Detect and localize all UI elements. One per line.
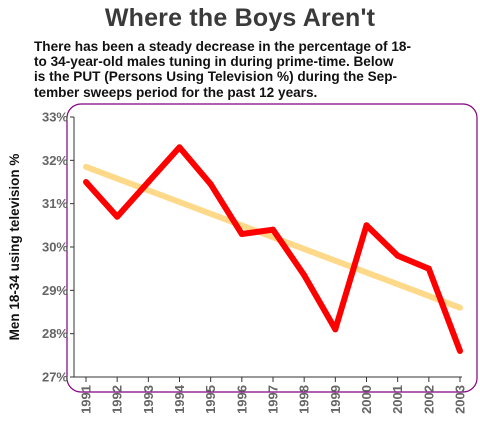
y-tick-label: 30% [42,240,68,255]
x-tick-label: 2001 [390,385,405,414]
y-tick-label: 29% [42,283,68,298]
x-tick-label: 1999 [328,385,343,414]
x-tick-label: 2003 [453,385,468,414]
y-tick-label: 32% [42,153,68,168]
x-tick-label: 1991 [79,385,94,414]
data-point [425,265,432,272]
x-tick-label: 1994 [172,384,187,414]
subtitle-line: to 34-year-old males tuning in during pr… [34,54,394,70]
y-tick-label: 28% [42,326,68,341]
x-tick-label: 1992 [110,385,125,414]
subtitle-line: There has been a steady decrease in the … [34,39,412,54]
chart-marks [83,144,463,354]
plot-frame [66,103,478,393]
x-tick-label: 1997 [266,385,281,414]
data-point [207,181,214,188]
subtitle-line: is the PUT (Persons Using Television %) … [34,69,398,85]
data-point [238,231,245,237]
data-point [394,252,401,259]
trend-line [83,163,463,311]
data-point [176,144,183,151]
y-tick-label: 27% [42,370,68,385]
x-tick-label: 2000 [359,385,374,414]
x-tick-label: 2002 [421,385,436,414]
x-tick-label: 1996 [234,385,249,414]
x-tick-label: 1998 [297,385,312,414]
x-axis: 1991 1992 1993 1994 1995 1996 1997 1998 1999 2000… [74,376,468,414]
y-axis: 27% 28% 29% 30% 31% 32% 33% [42,110,75,385]
data-point [332,326,339,333]
series-line [83,144,463,353]
x-tick-label: 1993 [141,385,156,414]
subtitle-line: tember sweeps period for the past 12 yea… [34,84,318,100]
data-point [457,348,463,354]
data-point [114,213,121,220]
y-axis-title: Men 18-34 using television % [7,154,22,341]
data-point [363,222,370,229]
data-point [145,179,152,185]
data-point [301,272,308,279]
x-tick-label: 1995 [203,385,218,414]
y-tick-label: 31% [42,196,68,211]
chart-subtitle: There has been a steady decrease in the … [34,39,454,100]
chart-title: Where the Boys Aren't [104,4,376,32]
data-point [83,179,89,185]
y-tick-label: 33% [42,110,68,125]
data-point [270,226,276,233]
